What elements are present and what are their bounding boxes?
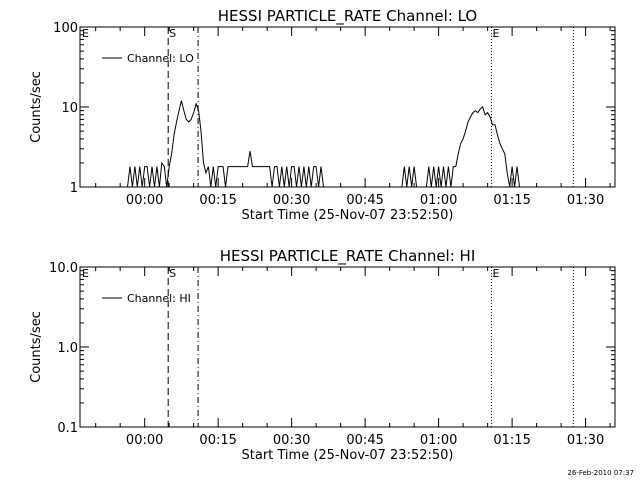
panel1-x-tick-label: 00:30 [273,193,310,208]
panel2-event-marker-label: E [82,267,89,280]
panel2-y-axis-label: Counts/sec [29,311,44,383]
panel2-y-tick-label: 1.0 [57,341,78,356]
panel1-x-tick-label: 01:00 [420,193,457,208]
panel2-y-tick-label: 0.1 [57,421,78,436]
panel2-x-tick-label: 01:30 [567,433,604,448]
panel1-event-marker-label: E [82,27,89,40]
panel1-x-tick-label: 00:45 [346,193,383,208]
panel1-event-marker-label: S [169,27,176,40]
panel2-x-tick-label: 01:00 [420,433,457,448]
panel2-x-tick-label: 00:15 [199,433,236,448]
panel1-x-axis-label: Start Time (25-Nov-07 23:52:50) [242,208,454,223]
panel1-x-tick-label: 01:30 [567,193,604,208]
panel2-x-tick-label: 00:30 [273,433,310,448]
panel1-x-tick-label: 01:15 [493,193,530,208]
panel2-event-marker-label: S [169,267,176,280]
panel2-event-marker-label: E [493,267,500,280]
panel1-x-tick-label: 00:00 [126,193,163,208]
panel1-x-tick-label: 00:15 [199,193,236,208]
panel2-x-tick-label: 00:00 [126,433,163,448]
panel1-y-tick-label: 1 [70,181,78,196]
panel2-x-tick-label: 00:45 [346,433,383,448]
panel1-plot-frame [79,26,616,188]
panel2-x-tick-label: 01:15 [493,433,530,448]
panel1-y-axis-label: Counts/sec [29,71,44,143]
panel1-event-marker-label: E [493,27,500,40]
panel1-y-tick-label: 10 [61,101,78,116]
panel1-chart-title: HESSI PARTICLE_RATE Channel: LO [218,7,477,26]
panel1-y-tick-label: 100 [53,21,78,36]
panel2-plot-frame [79,266,616,428]
panel2-legend-label: Channel: HI [127,292,191,305]
footer-timestamp: 26-Feb-2010 07:37 [567,469,634,477]
panel1-legend-label: Channel: LO [127,52,194,65]
panel2-y-tick-label: 10.0 [49,261,78,276]
panel2-x-axis-label: Start Time (25-Nov-07 23:52:50) [242,448,454,463]
panel2-chart-title: HESSI PARTICLE_RATE Channel: HI [220,247,476,266]
panel1-series-line [127,100,520,188]
